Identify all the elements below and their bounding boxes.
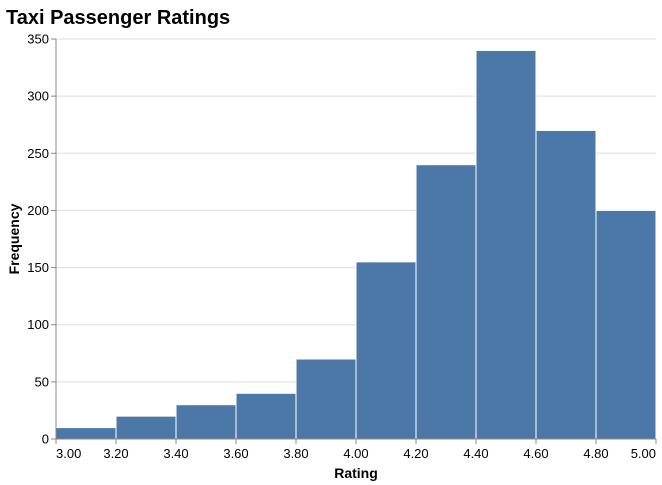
x-tick-label: 4.40	[463, 446, 488, 461]
x-tick-label: 3.40	[163, 446, 188, 461]
histogram-bar	[595, 209, 657, 440]
y-axis-title: Frequency	[6, 203, 22, 274]
x-tick-label: 3.80	[283, 446, 308, 461]
bars	[55, 49, 657, 440]
x-tick-label: 4.80	[583, 446, 608, 461]
histogram-bar	[535, 129, 597, 440]
y-axis-ticks: 0 50 100 150 200 250 300 350	[27, 32, 56, 447]
chart-title: Taxi Passenger Ratings	[6, 7, 230, 29]
y-tick-label: 50	[35, 374, 49, 389]
histogram-bar	[175, 404, 237, 440]
y-tick-label: 150	[27, 260, 49, 275]
y-tick-label: 350	[27, 32, 49, 47]
x-tick-label: 4.60	[523, 446, 548, 461]
x-tick-label: 3.60	[223, 446, 248, 461]
y-tick-label: 200	[27, 203, 49, 218]
x-tick-label: 4.00	[343, 446, 368, 461]
histogram-bar	[295, 358, 357, 440]
histogram-bar	[235, 392, 297, 440]
histogram-bar	[415, 164, 477, 440]
x-tick-label: 5.00	[631, 446, 656, 461]
histogram-bar	[115, 415, 177, 440]
histogram-bar	[55, 427, 117, 440]
y-tick-label: 300	[27, 89, 49, 104]
y-tick-label: 0	[42, 432, 49, 447]
histogram-bar	[475, 49, 537, 440]
histogram-bar	[355, 261, 417, 440]
x-axis-ticks: 3.00 3.20 3.40 3.60 3.80 4.00 4.20 4.40 4.60 4.80…	[55, 439, 657, 461]
y-tick-label: 100	[27, 317, 49, 332]
y-tick-label: 250	[27, 146, 49, 161]
x-tick-label: 3.00	[56, 446, 81, 461]
x-axis-title: Rating	[334, 465, 378, 481]
x-tick-label: 3.20	[103, 446, 128, 461]
x-tick-label: 4.20	[403, 446, 428, 461]
